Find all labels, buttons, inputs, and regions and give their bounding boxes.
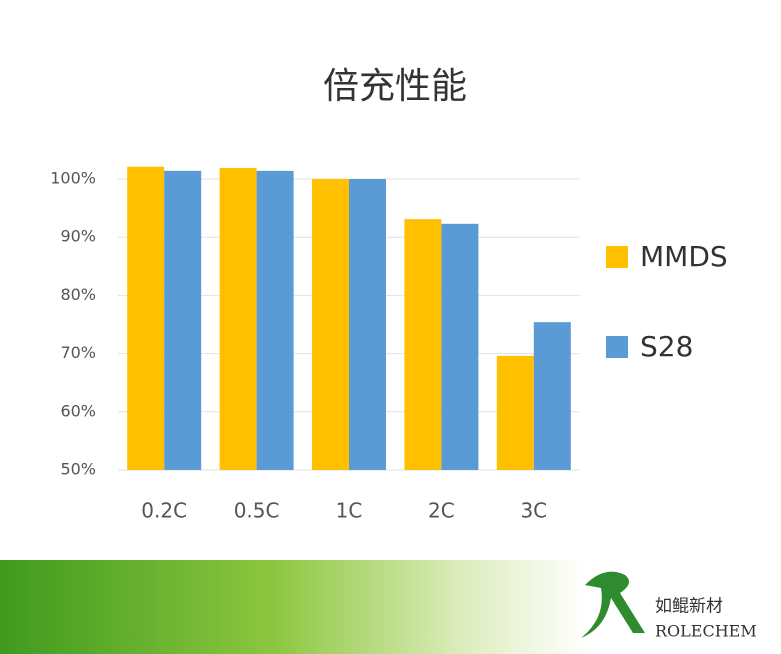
legend-swatch xyxy=(606,246,628,268)
bar xyxy=(533,322,571,470)
x-tick-label: 2C xyxy=(428,499,455,523)
bar xyxy=(164,170,202,471)
y-tick-label: 100% xyxy=(50,169,96,188)
legend-label: MMDS xyxy=(640,240,728,273)
x-tick-label: 1C xyxy=(336,499,363,523)
y-tick-label: 80% xyxy=(60,285,96,304)
bar xyxy=(127,166,165,470)
chart-title: 倍充性能 xyxy=(323,66,467,107)
bar xyxy=(441,223,479,470)
y-tick-label: 90% xyxy=(60,227,96,246)
legend-label: S28 xyxy=(640,330,693,363)
x-tick-label: 3C xyxy=(520,499,547,523)
legend-swatch xyxy=(606,336,628,358)
y-tick-label: 60% xyxy=(60,401,96,420)
x-tick-label: 0.5C xyxy=(234,499,280,523)
brand-cn: 如鲲新材 xyxy=(655,597,723,617)
y-tick-label: 50% xyxy=(60,460,96,479)
bar xyxy=(219,167,257,470)
footer-band xyxy=(0,560,781,654)
bar xyxy=(312,179,349,470)
bar xyxy=(404,219,442,470)
brand-en: ROLECHEM xyxy=(655,622,757,641)
bar xyxy=(496,355,534,470)
logo-mark xyxy=(581,571,645,638)
x-tick-label: 0.2C xyxy=(141,499,187,523)
bar xyxy=(349,179,386,470)
bar xyxy=(256,170,294,471)
y-tick-label: 70% xyxy=(60,343,96,362)
